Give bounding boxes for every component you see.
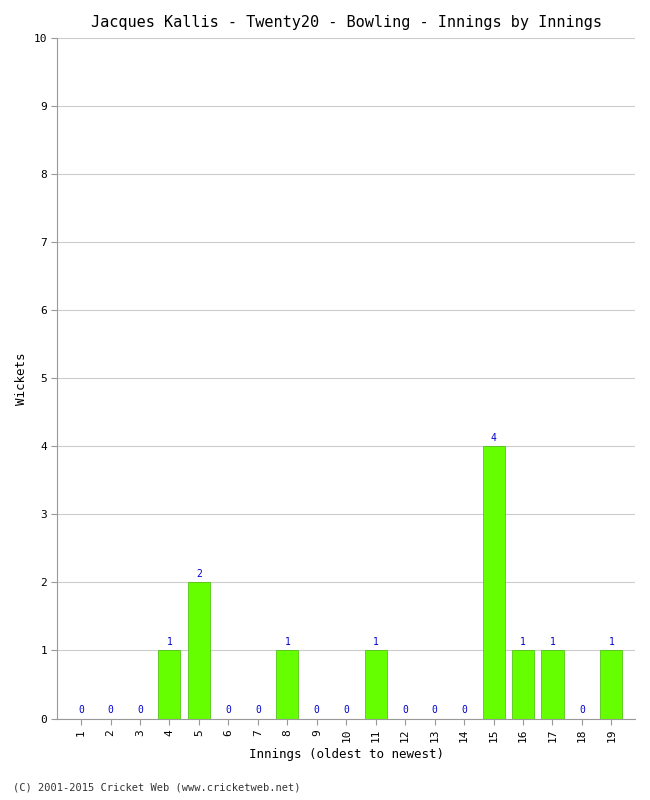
Text: 0: 0 — [137, 705, 143, 715]
Bar — [512, 650, 534, 718]
Text: 1: 1 — [520, 637, 526, 647]
Text: 0: 0 — [226, 705, 231, 715]
Text: 0: 0 — [461, 705, 467, 715]
Bar — [541, 650, 564, 718]
Text: 1: 1 — [166, 637, 172, 647]
Bar — [159, 650, 181, 718]
Text: 0: 0 — [579, 705, 585, 715]
Text: (C) 2001-2015 Cricket Web (www.cricketweb.net): (C) 2001-2015 Cricket Web (www.cricketwe… — [13, 782, 300, 792]
Text: 1: 1 — [372, 637, 379, 647]
Bar — [601, 650, 623, 718]
Text: 0: 0 — [432, 705, 437, 715]
Text: 2: 2 — [196, 569, 202, 579]
Text: 1: 1 — [549, 637, 556, 647]
Text: 4: 4 — [491, 433, 497, 443]
X-axis label: Innings (oldest to newest): Innings (oldest to newest) — [249, 748, 444, 761]
Bar — [365, 650, 387, 718]
Text: 0: 0 — [107, 705, 114, 715]
Text: 0: 0 — [343, 705, 349, 715]
Text: 1: 1 — [608, 637, 614, 647]
Bar — [188, 582, 210, 718]
Text: 0: 0 — [78, 705, 84, 715]
Title: Jacques Kallis - Twenty20 - Bowling - Innings by Innings: Jacques Kallis - Twenty20 - Bowling - In… — [91, 15, 602, 30]
Bar — [276, 650, 298, 718]
Y-axis label: Wickets: Wickets — [15, 352, 28, 405]
Bar — [482, 446, 504, 718]
Text: 0: 0 — [255, 705, 261, 715]
Text: 0: 0 — [402, 705, 408, 715]
Text: 1: 1 — [284, 637, 291, 647]
Text: 0: 0 — [314, 705, 320, 715]
